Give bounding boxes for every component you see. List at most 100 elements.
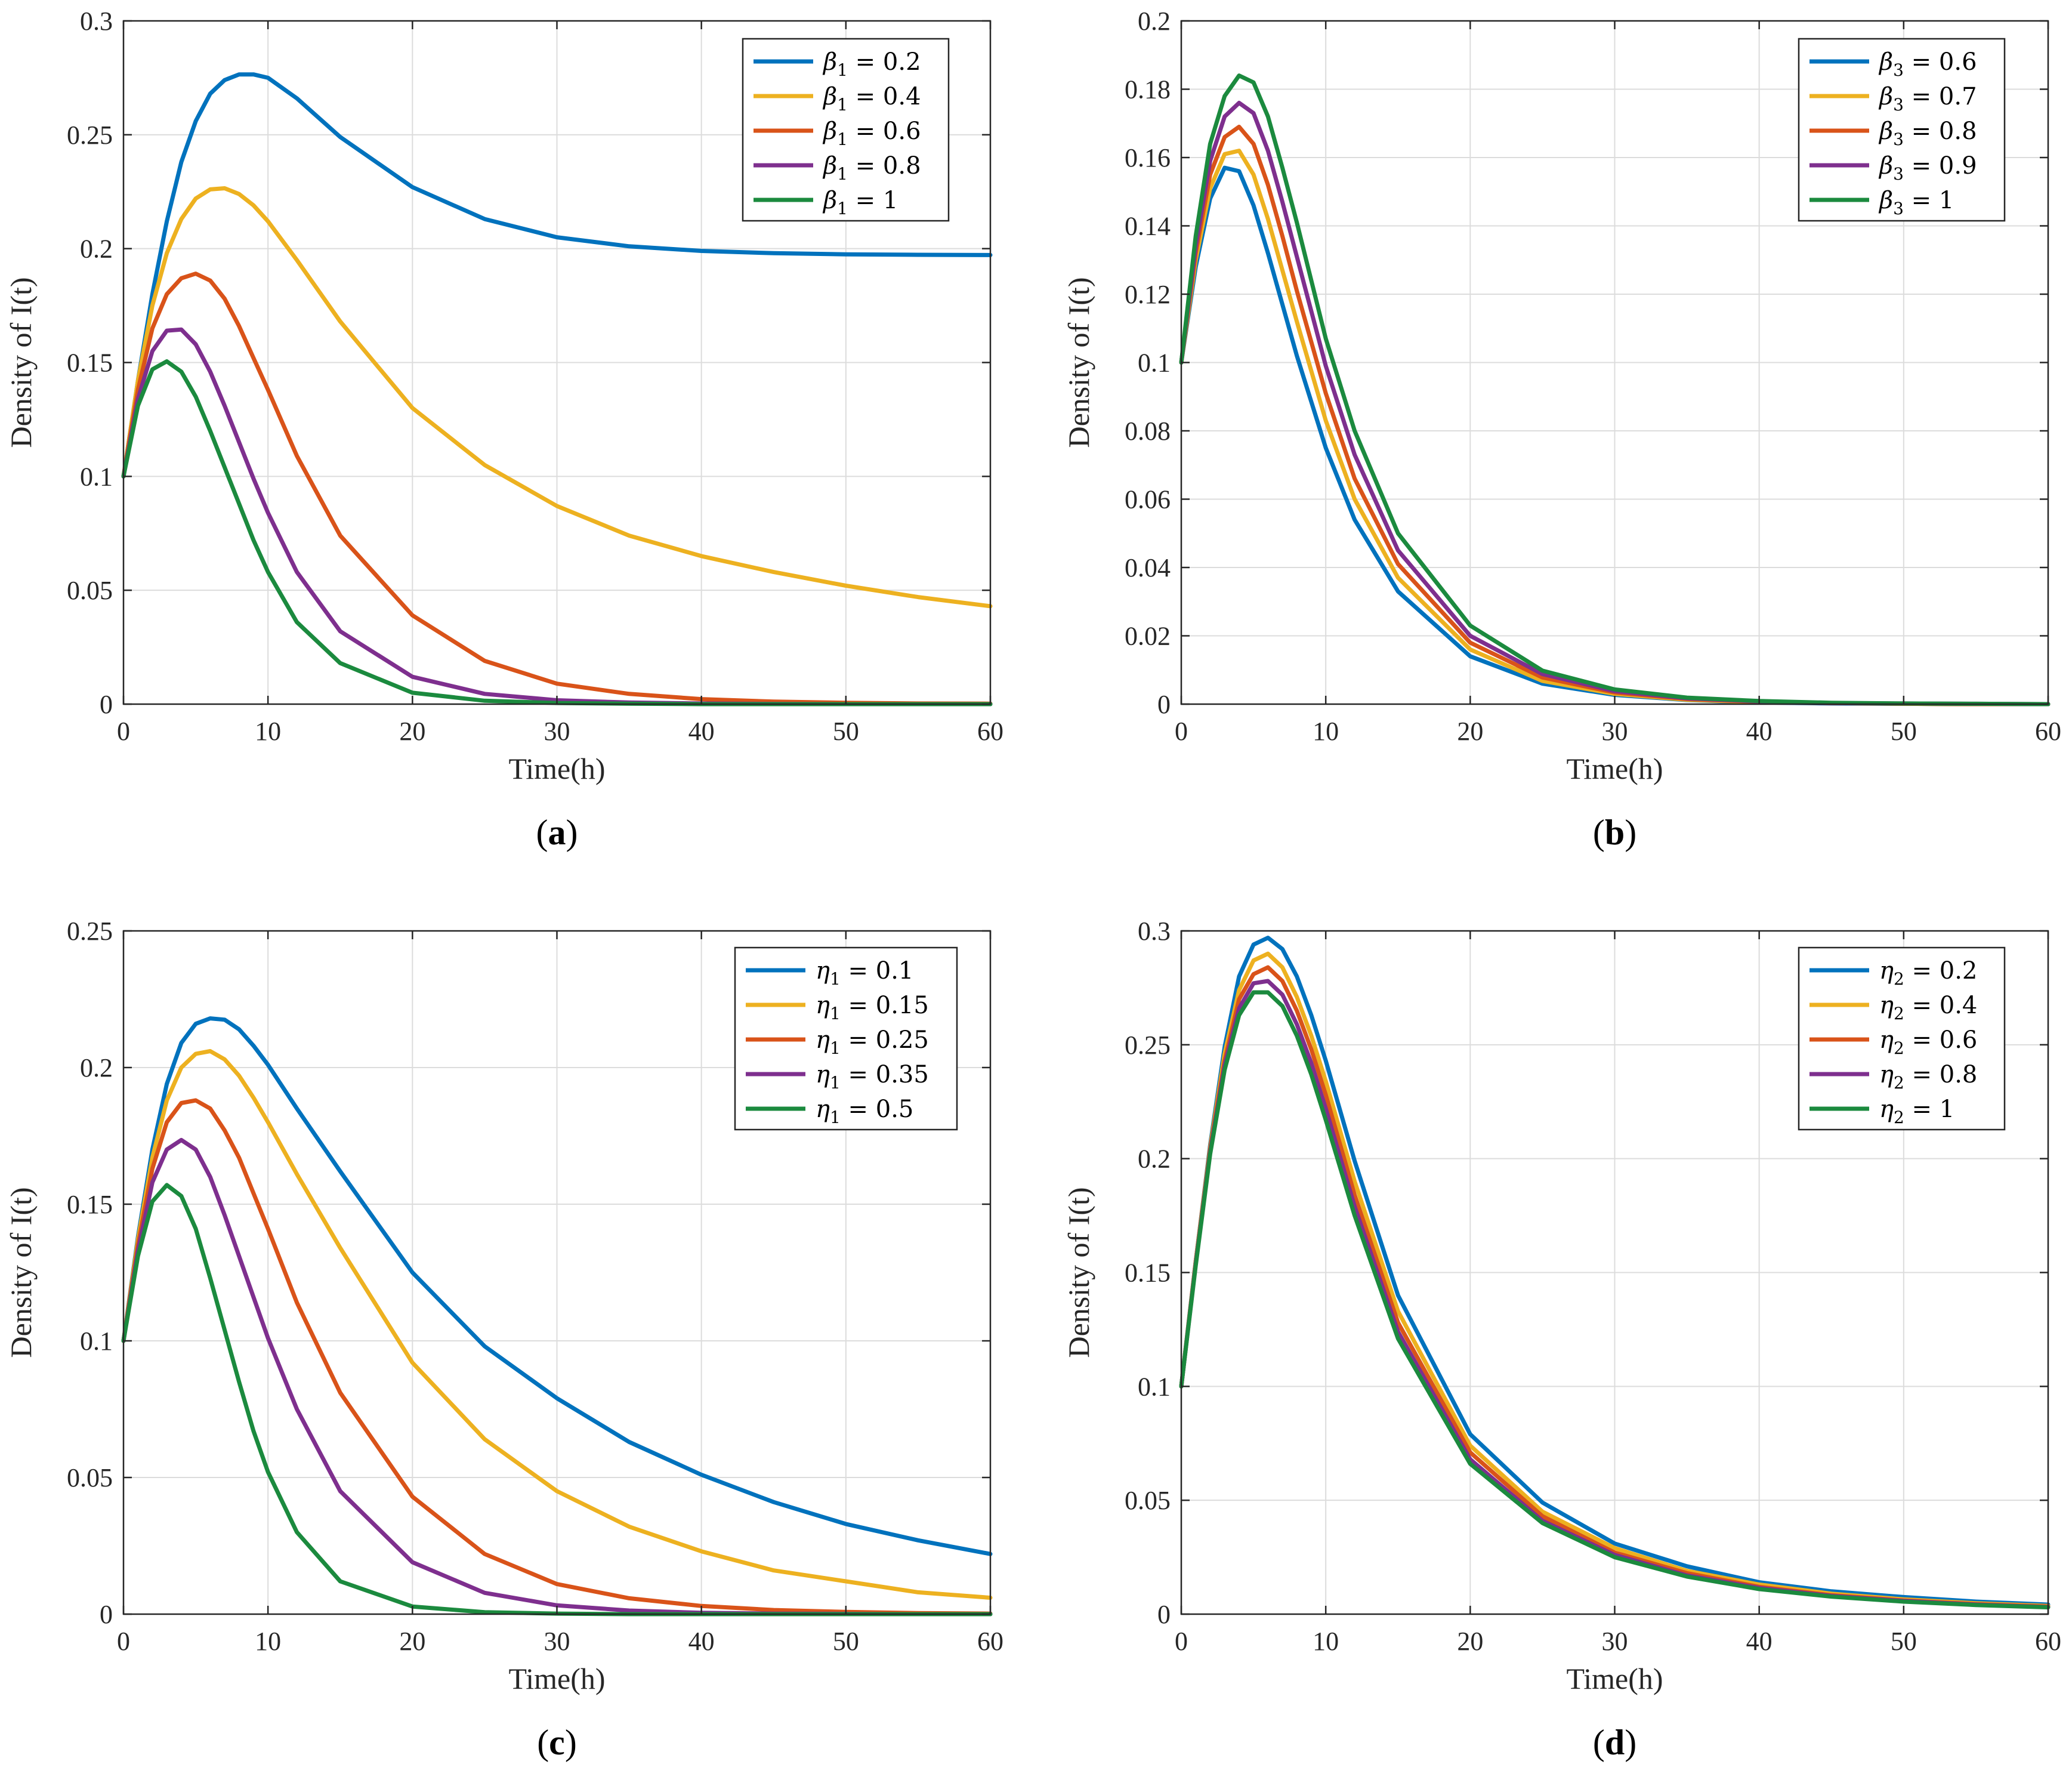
legend-subscript: 2 <box>1894 969 1904 989</box>
y-tick-label: 0.08 <box>1125 417 1171 446</box>
series-line-5 <box>1179 73 2051 707</box>
legend-value: = 0.4 <box>1904 992 1978 1019</box>
legend-subscript: 1 <box>837 164 848 184</box>
legend-symbol: β <box>1878 152 1893 180</box>
legend-symbol: β <box>1878 48 1893 76</box>
legend-subscript: 3 <box>1893 199 1904 218</box>
y-tick-label: 0.1 <box>1138 1372 1171 1401</box>
legend-value: = 0.4 <box>848 83 921 110</box>
x-axis-label: Time(h) <box>1566 752 1663 785</box>
panel-label-paren: ) <box>566 813 578 852</box>
legend-symbol: η <box>1879 992 1894 1019</box>
legend-subscript: 3 <box>1893 164 1904 184</box>
x-tick-label: 30 <box>1602 717 1628 746</box>
legend-subscript: 3 <box>1893 60 1904 80</box>
legend-symbol: η <box>1879 957 1894 985</box>
legend: η2 = 0.2η2 = 0.4η2 = 0.6η2 = 0.8η2 = 1 <box>1798 946 2006 1131</box>
legend-entry-4: η1 = 0.35 <box>816 1061 929 1093</box>
y-tick-label: 0.12 <box>1125 280 1171 309</box>
legend-entry-1: η2 = 0.2 <box>1879 957 1977 989</box>
legend-entry-3: β1 = 0.6 <box>822 118 921 149</box>
x-tick-label: 40 <box>688 717 715 746</box>
x-tick-label: 30 <box>1602 1627 1628 1656</box>
series-line-2 <box>121 186 993 609</box>
y-tick-label: 0.02 <box>1125 622 1171 651</box>
legend-subscript: 2 <box>1894 1004 1904 1023</box>
x-tick-label: 60 <box>977 717 1003 746</box>
legend-symbol: η <box>1879 1061 1894 1088</box>
x-tick-label: 60 <box>977 1627 1003 1656</box>
x-tick-label: 10 <box>255 1627 281 1656</box>
x-tick-label: 0 <box>117 1627 130 1656</box>
legend-subscript: 1 <box>830 969 841 989</box>
panel-label-letter: b <box>1605 813 1625 852</box>
y-axis-label: Density of I(t) <box>4 1187 38 1358</box>
legend-value: = 0.2 <box>848 48 921 76</box>
legend-value: = 0.35 <box>841 1061 929 1088</box>
y-tick-label: 0.14 <box>1125 212 1171 241</box>
x-tick-label: 40 <box>1746 717 1773 746</box>
y-tick-label: 0.2 <box>1138 1145 1171 1174</box>
y-axis-label: Density of I(t) <box>1062 277 1095 448</box>
legend-symbol: β <box>822 83 837 110</box>
y-tick-label: 0.1 <box>80 1327 113 1356</box>
legend-subscript: 1 <box>837 95 848 115</box>
panel-label-paren: ) <box>565 1723 577 1762</box>
y-tick-label: 0.15 <box>1125 1258 1171 1288</box>
legend-value: = 0.15 <box>841 992 929 1019</box>
y-tick-label: 0.05 <box>67 576 113 605</box>
x-tick-label: 30 <box>544 717 570 746</box>
legend-value: = 0.25 <box>841 1026 929 1054</box>
legend-entry-2: β1 = 0.4 <box>822 83 921 115</box>
legend-subscript: 3 <box>1893 129 1904 149</box>
legend-value: = 0.8 <box>1904 118 1977 145</box>
legend-subscript: 2 <box>1894 1073 1904 1093</box>
y-tick-label: 0.1 <box>1138 348 1171 378</box>
panel-label-paren: ( <box>1593 1723 1605 1762</box>
panel-label-letter: a <box>548 813 566 852</box>
panel-label-paren: ( <box>537 1723 549 1762</box>
x-tick-label: 40 <box>688 1627 715 1656</box>
legend-value: = 0.6 <box>848 118 921 145</box>
legend-symbol: β <box>1878 83 1893 110</box>
y-tick-label: 0.05 <box>1125 1486 1171 1515</box>
legend-value: = 0.2 <box>1904 957 1978 985</box>
y-tick-label: 0.2 <box>80 1053 113 1082</box>
y-tick-label: 0.1 <box>80 462 113 491</box>
x-tick-label: 10 <box>255 717 281 746</box>
legend-entry-3: η2 = 0.6 <box>1879 1026 1977 1058</box>
x-tick-label: 50 <box>1891 1627 1917 1656</box>
legend-subscript: 2 <box>1894 1038 1904 1058</box>
legend-subscript: 1 <box>837 199 848 218</box>
legend-entry-1: β1 = 0.2 <box>822 48 921 80</box>
x-tick-label: 0 <box>117 717 130 746</box>
legend-entry-1: β3 = 0.6 <box>1878 48 1977 80</box>
legend-value: = 0.6 <box>1904 1026 1978 1054</box>
legend-entry-4: β1 = 0.8 <box>822 152 921 184</box>
x-tick-label: 60 <box>2035 1627 2061 1656</box>
series-line-2 <box>121 1049 993 1600</box>
x-axis-label: Time(h) <box>508 1662 605 1695</box>
y-tick-label: 0 <box>100 1600 113 1629</box>
y-tick-label: 0.15 <box>67 348 113 378</box>
x-tick-label: 20 <box>1457 717 1483 746</box>
legend-entry-5: β1 = 1 <box>822 187 898 218</box>
panel-label: (c) <box>537 1723 577 1762</box>
legend-symbol: η <box>1879 1096 1894 1123</box>
legend-symbol: η <box>816 1096 830 1123</box>
legend-symbol: β <box>822 118 837 145</box>
legend-symbol: η <box>816 1026 830 1054</box>
legend-symbol: β <box>1878 118 1893 145</box>
legend-symbol: η <box>1879 1026 1894 1054</box>
legend-subscript: 1 <box>837 60 848 80</box>
legend-value: = 0.5 <box>841 1096 914 1123</box>
legend-value: = 1 <box>1904 187 1954 214</box>
panel-label-paren: ) <box>1625 813 1636 852</box>
legend-entry-5: β3 = 1 <box>1878 187 1954 218</box>
y-tick-label: 0.2 <box>80 235 113 264</box>
legend-subscript: 1 <box>830 1108 841 1127</box>
y-tick-label: 0.3 <box>80 7 113 36</box>
legend-entry-5: η2 = 1 <box>1879 1096 1954 1127</box>
y-tick-label: 0 <box>1157 1600 1171 1629</box>
